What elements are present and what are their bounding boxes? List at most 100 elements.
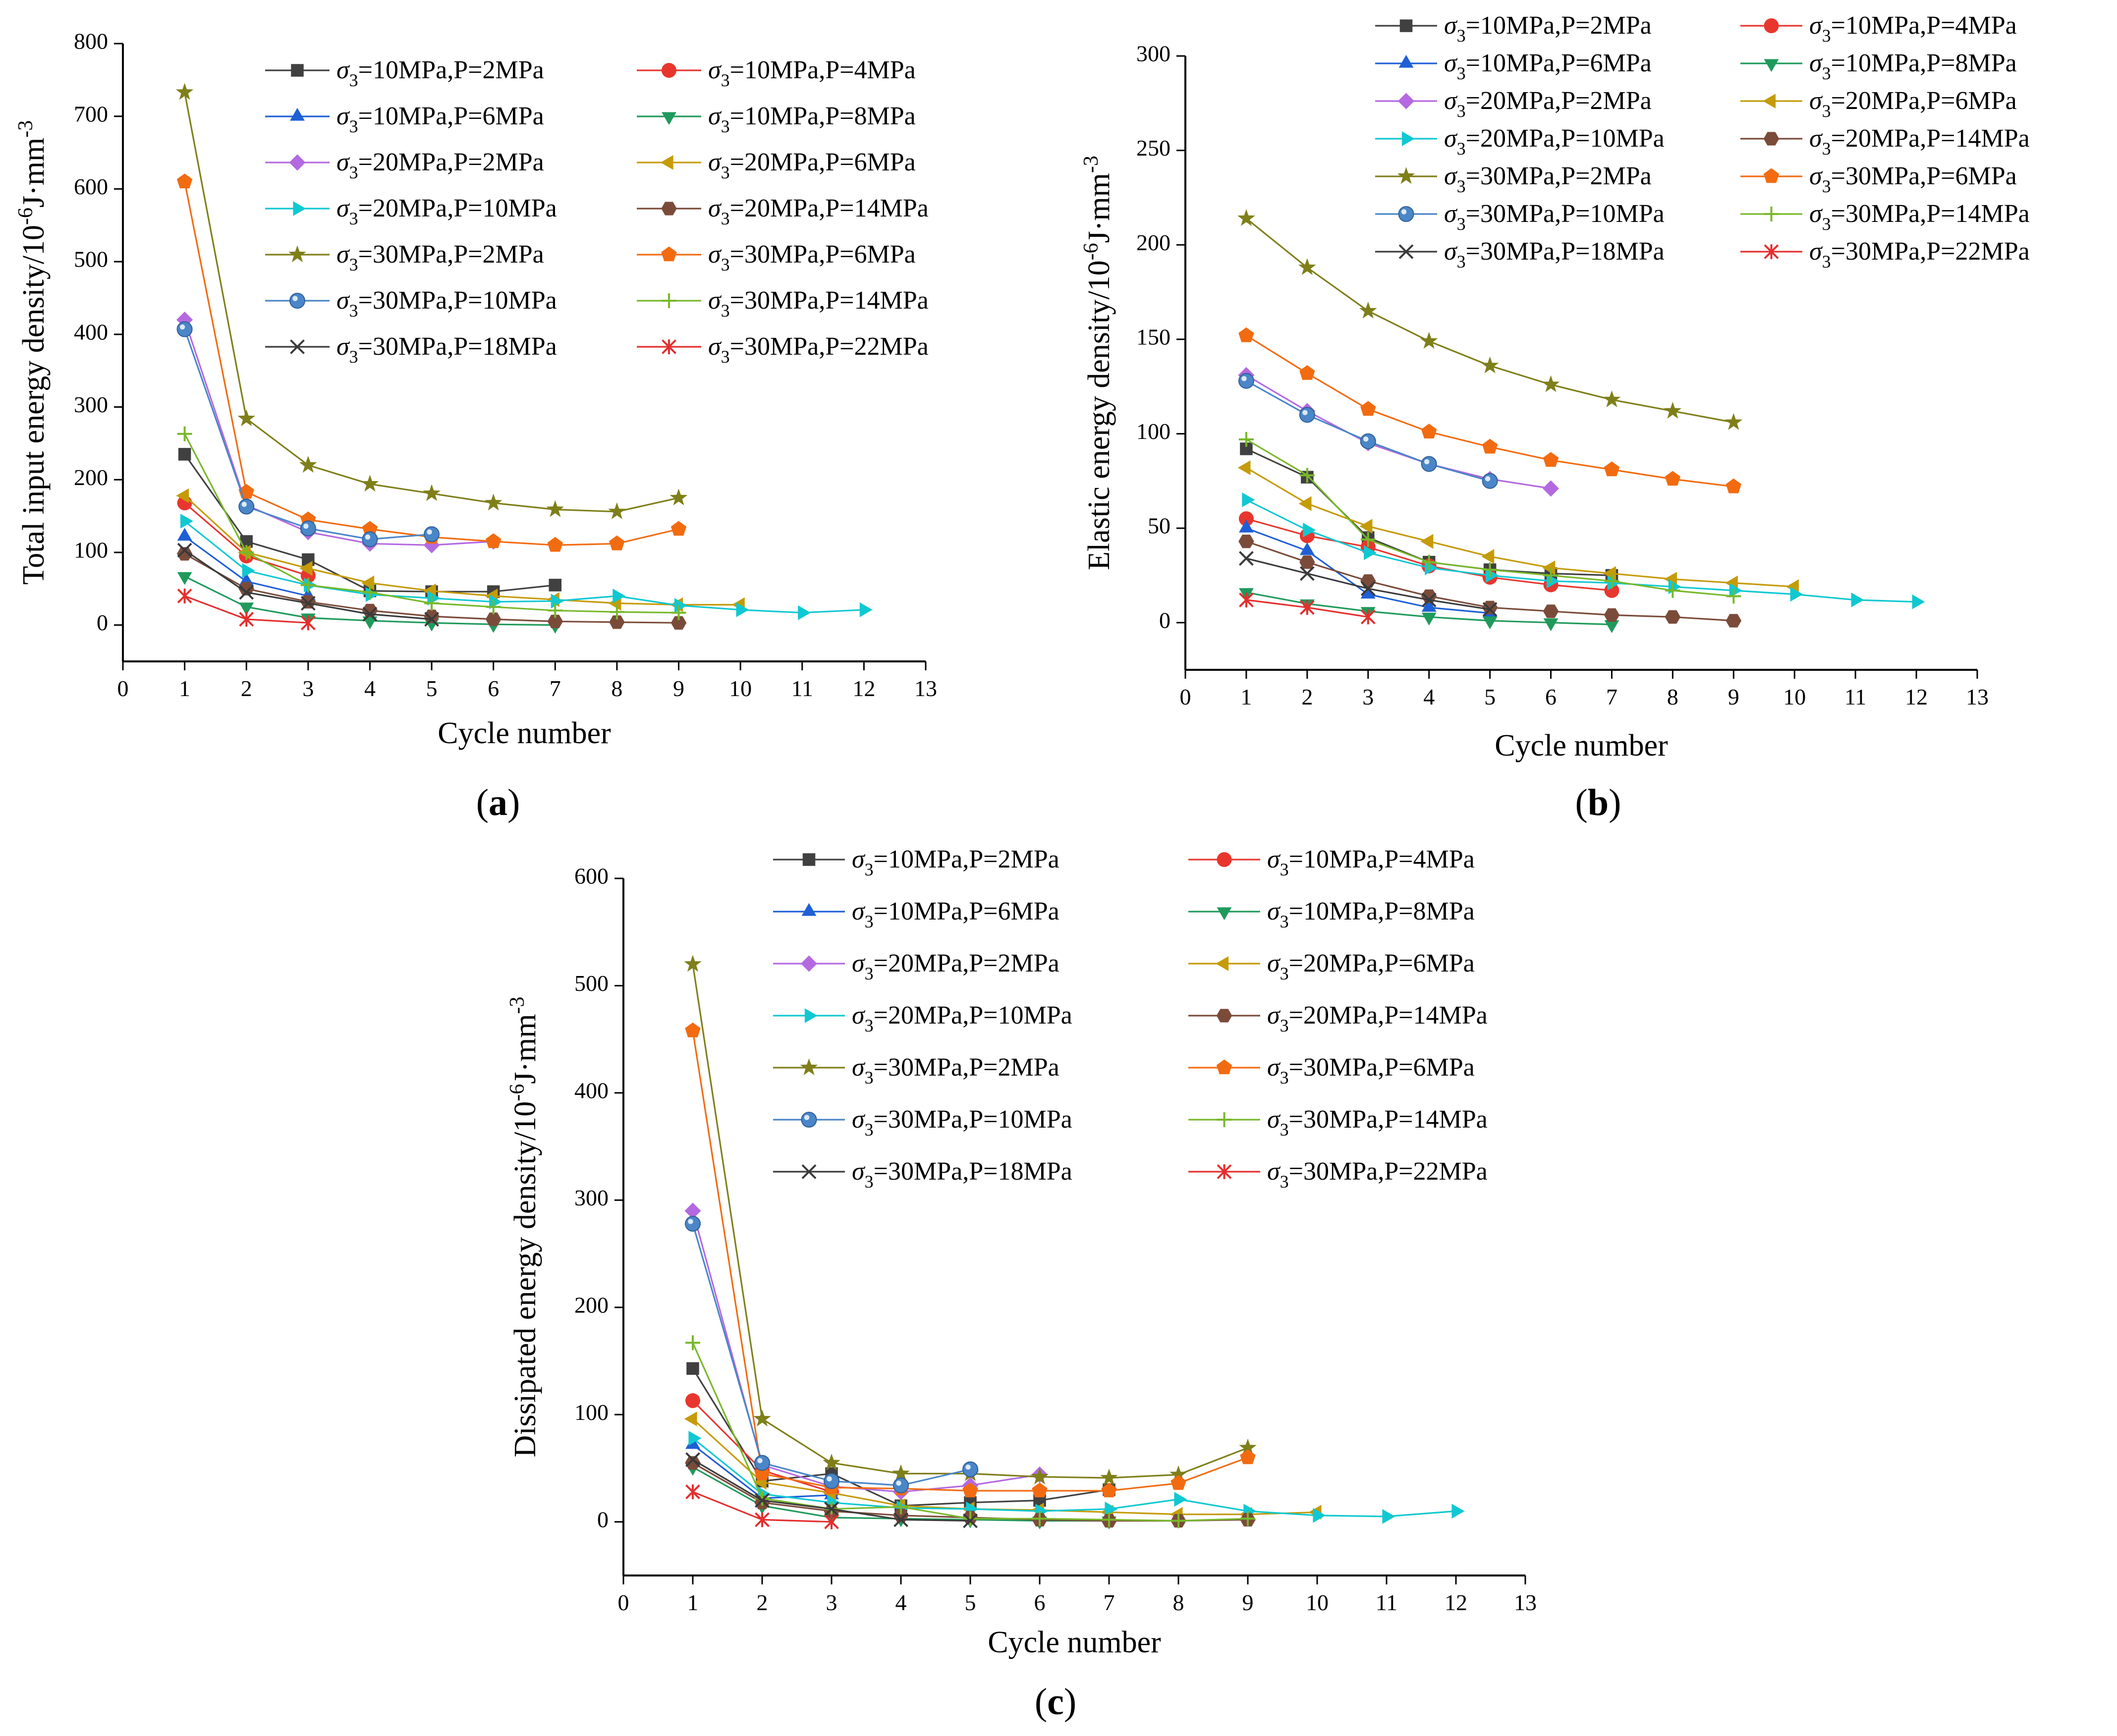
data-point-s30_14-2 xyxy=(1299,468,1315,483)
data-point-s30_10-5 xyxy=(1482,473,1498,489)
data-point-s20_10-3 xyxy=(1364,545,1377,560)
data-point-s20_14-5 xyxy=(424,609,440,623)
x-tick-label: 2 xyxy=(241,676,252,701)
legend-label-s10_6: σ3=10MPa,P=6MPa xyxy=(852,897,1059,931)
data-point-s30_18-2 xyxy=(239,585,254,600)
data-point-s30_18-1 xyxy=(685,1452,700,1467)
data-point-s30_14-5 xyxy=(1482,562,1498,577)
data-point-s30_2-6 xyxy=(1542,375,1560,392)
legend-marker-s10_2 xyxy=(802,853,816,866)
data-point-s10_2-1 xyxy=(686,1362,699,1375)
x-tick-label: 6 xyxy=(488,676,499,701)
legend-label-s20_2: σ3=20MPa,P=2MPa xyxy=(1444,87,1652,121)
series-s30_22 xyxy=(685,1484,839,1529)
series-s20_2 xyxy=(1238,367,1559,497)
data-point-s30_6-1 xyxy=(685,1022,701,1037)
x-tick-label: 2 xyxy=(1301,684,1313,709)
data-point-s10_8-6 xyxy=(1543,618,1559,631)
data-point-s20_10-1 xyxy=(1242,492,1255,507)
data-point-s30_14-7 xyxy=(1102,1512,1116,1527)
data-point-s30_22-1 xyxy=(685,1484,700,1500)
legend-marker-s30_18 xyxy=(801,1164,817,1179)
legend-marker-s30_10 xyxy=(289,293,305,309)
legend-label-s10_2: σ3=10MPa,P=2MPa xyxy=(1444,11,1652,46)
x-tick-label: 8 xyxy=(1173,1590,1184,1615)
data-point-s20_6-7 xyxy=(1603,566,1616,581)
legend-marker-s20_14 xyxy=(1216,1009,1232,1023)
data-point-s30_18-1 xyxy=(177,542,192,558)
x-tick-label: 6 xyxy=(1545,684,1557,709)
data-point-s30_2-5 xyxy=(423,484,441,501)
data-point-s30_10-1 xyxy=(685,1216,701,1232)
data-point-s30_6-9 xyxy=(1240,1449,1256,1465)
legend-marker-s30_6 xyxy=(1763,168,1780,183)
data-point-s20_6-3 xyxy=(1359,519,1373,534)
data-point-s30_2-1 xyxy=(175,83,194,100)
legend-label-s10_8: σ3=10MPa,P=8MPa xyxy=(708,102,916,136)
legend-marker-s30_2 xyxy=(288,245,306,263)
data-point-s20_14-2 xyxy=(238,582,254,596)
data-point-s30_14-4 xyxy=(362,585,378,600)
legend-label-s20_10: σ3=20MPa,P=10MPa xyxy=(336,194,557,228)
x-tick-label: 9 xyxy=(1728,684,1739,709)
series-s20_14 xyxy=(1238,535,1742,628)
legend-label-s20_10: σ3=20MPa,P=10MPa xyxy=(852,1001,1072,1035)
data-point-s30_18-3 xyxy=(300,596,316,611)
series-line-s20_10 xyxy=(184,520,864,614)
x-tick-label: 2 xyxy=(757,1590,768,1615)
data-point-s30_6-1 xyxy=(176,173,193,189)
data-point-s10_8-2 xyxy=(239,602,254,616)
x-tick-label: 4 xyxy=(364,676,376,701)
legend-label-s10_4: σ3=10MPa,P=4MPa xyxy=(1267,845,1475,879)
data-point-s30_18-4 xyxy=(1421,593,1437,607)
legend-marker-s20_10 xyxy=(804,1008,818,1023)
legend-label-s20_2: σ3=20MPa,P=2MPa xyxy=(336,148,544,182)
legend-marker-s10_6 xyxy=(801,903,817,916)
y-tick-label: 200 xyxy=(574,1292,609,1317)
data-point-s30_14-8 xyxy=(1665,583,1680,598)
data-point-s30_18-3 xyxy=(1360,581,1376,596)
data-point-s20_6-1 xyxy=(1237,460,1251,475)
legend-label-s30_10: σ3=30MPa,P=10MPa xyxy=(852,1105,1072,1139)
data-point-s20_10-8 xyxy=(1174,1492,1187,1507)
series-line-s20_6 xyxy=(184,495,741,606)
x-tick-label: 8 xyxy=(1667,684,1678,709)
data-point-s30_6-5 xyxy=(962,1482,978,1498)
data-point-s20_6-5 xyxy=(1481,549,1495,564)
x-tick-label: 7 xyxy=(550,676,561,701)
x-tick-label: 7 xyxy=(1104,1590,1115,1615)
legend-label-s30_6: σ3=30MPa,P=6MPa xyxy=(1267,1053,1475,1087)
data-point-s20_10-9 xyxy=(674,598,687,613)
data-point-s10_6-2 xyxy=(1299,542,1315,555)
x-tick-label: 11 xyxy=(1844,684,1866,709)
y-tick-label: 0 xyxy=(597,1507,609,1532)
legend-marker-s30_22 xyxy=(1217,1164,1232,1179)
legend-label-s20_6: σ3=20MPa,P=6MPa xyxy=(708,148,916,182)
data-point-s30_2-7 xyxy=(1100,1468,1118,1486)
data-point-s30_10-2-highlight xyxy=(1302,410,1308,416)
y-tick-label: 250 xyxy=(1136,135,1170,161)
data-point-s20_14-7 xyxy=(1604,608,1620,622)
y-tick-label: 300 xyxy=(1136,41,1170,66)
legend-marker-s10_8 xyxy=(1217,907,1232,921)
data-point-s30_6-8 xyxy=(1170,1475,1186,1490)
data-point-s10_6-4 xyxy=(1421,598,1437,612)
data-point-s20_10-11 xyxy=(798,605,811,620)
series-line-s20_10 xyxy=(692,1437,1456,1518)
legend-marker-s20_10 xyxy=(293,201,306,216)
data-point-s30_14-6 xyxy=(1543,568,1559,583)
data-point-s30_2-3 xyxy=(823,1454,840,1470)
panel-label: (a) xyxy=(476,782,520,823)
data-point-s30_2-8 xyxy=(608,502,626,519)
data-point-s30_14-7 xyxy=(1604,573,1619,589)
data-point-s20_14-1 xyxy=(1238,535,1254,548)
legend-marker-s30_6 xyxy=(661,246,677,262)
series-s30_10 xyxy=(176,321,440,547)
y-tick-label: 200 xyxy=(74,465,108,490)
series-line-s20_2 xyxy=(692,1210,1040,1493)
data-point-s20_6-6 xyxy=(1542,560,1556,576)
y-tick-label: 400 xyxy=(574,1078,609,1103)
legend-marker-s20_6 xyxy=(1216,956,1229,971)
y-tick-label: 200 xyxy=(1136,230,1170,255)
legend-marker-s20_10 xyxy=(1401,131,1415,146)
